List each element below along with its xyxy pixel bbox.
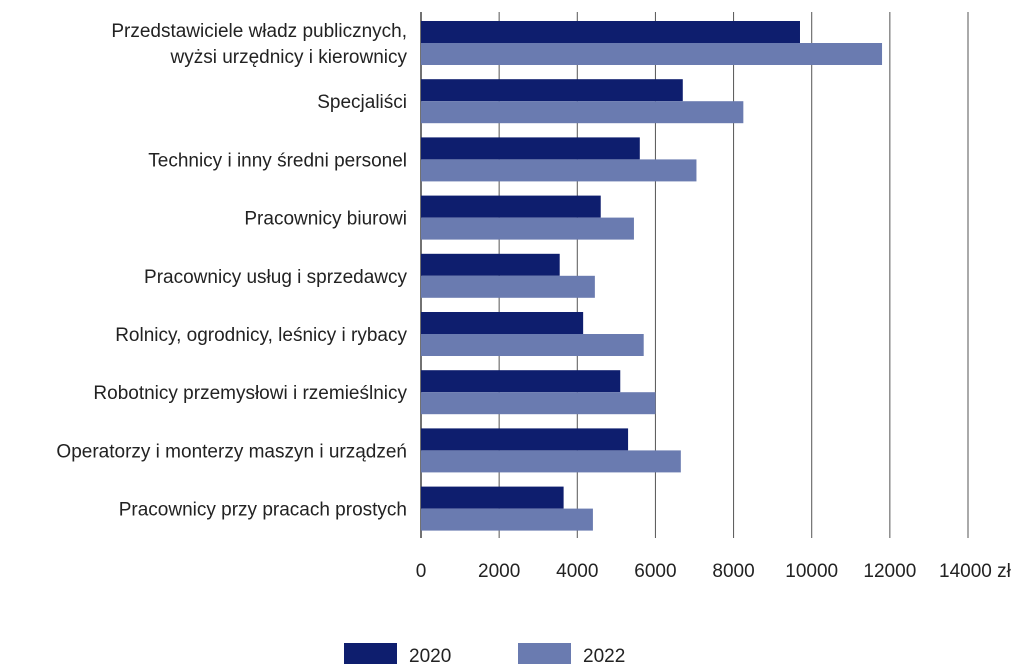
category-label: Robotnicy przemysłowi i rzemieślnicy: [93, 383, 407, 404]
bar-2020: [421, 21, 800, 43]
bar-2020: [421, 312, 584, 334]
x-tick-label: 6000: [634, 561, 676, 582]
bar-2022: [421, 392, 656, 415]
category-label: Rolnicy, ogrodnicy, leśnicy i rybacy: [115, 325, 407, 346]
legend: 2020 2022: [344, 643, 625, 664]
x-tick-label: 14000 zł: [939, 561, 1012, 582]
bar-2022: [421, 159, 697, 182]
category-label: Technicy i inny średni personel: [148, 150, 407, 171]
bar-2020: [421, 370, 621, 393]
x-tick-label: 2000: [478, 561, 520, 582]
legend-swatch-2020: [344, 643, 397, 664]
bar-2022: [421, 43, 883, 65]
bar-2020: [421, 486, 564, 509]
bars: [421, 21, 883, 531]
bar-2020: [421, 195, 601, 218]
x-tick-label: 10000: [785, 561, 838, 582]
bar-2022: [421, 101, 744, 124]
bar-2020: [421, 428, 629, 451]
legend-label-2020: 2020: [409, 646, 451, 664]
category-label: Operatorzy i monterzy maszyn i urządzeń: [56, 441, 407, 462]
bar-2022: [421, 508, 593, 531]
bar-2020: [421, 79, 683, 102]
legend-label-2022: 2022: [583, 646, 625, 664]
category-label: Pracownicy przy pracach prostych: [119, 500, 407, 521]
x-tick-label: 12000: [863, 561, 916, 582]
bar-2020: [421, 253, 560, 276]
bar-2022: [421, 217, 634, 240]
bar-2022: [421, 334, 644, 356]
category-label: Pracownicy usług i sprzedawcy: [144, 267, 407, 288]
x-tick-label: 8000: [712, 561, 754, 582]
bar-2020: [421, 137, 640, 160]
category-labels: Przedstawiciele władz publicznych, wyżsi …: [56, 21, 407, 521]
legend-swatch-2022: [518, 643, 571, 664]
category-label: wyżsi urzędnicy i kierownicy: [169, 47, 407, 68]
bar-2022: [421, 450, 681, 473]
x-tick-labels: 0 2000 4000 6000 8000 10000 12000 14000 zł: [416, 561, 1012, 582]
category-label: Pracownicy biurowi: [244, 209, 407, 230]
category-label: Specjaliści: [317, 92, 407, 113]
bar-2022: [421, 275, 595, 298]
x-tick-label: 0: [416, 561, 427, 582]
category-label: Przedstawiciele władz publicznych,: [111, 21, 407, 42]
x-tick-label: 4000: [556, 561, 598, 582]
